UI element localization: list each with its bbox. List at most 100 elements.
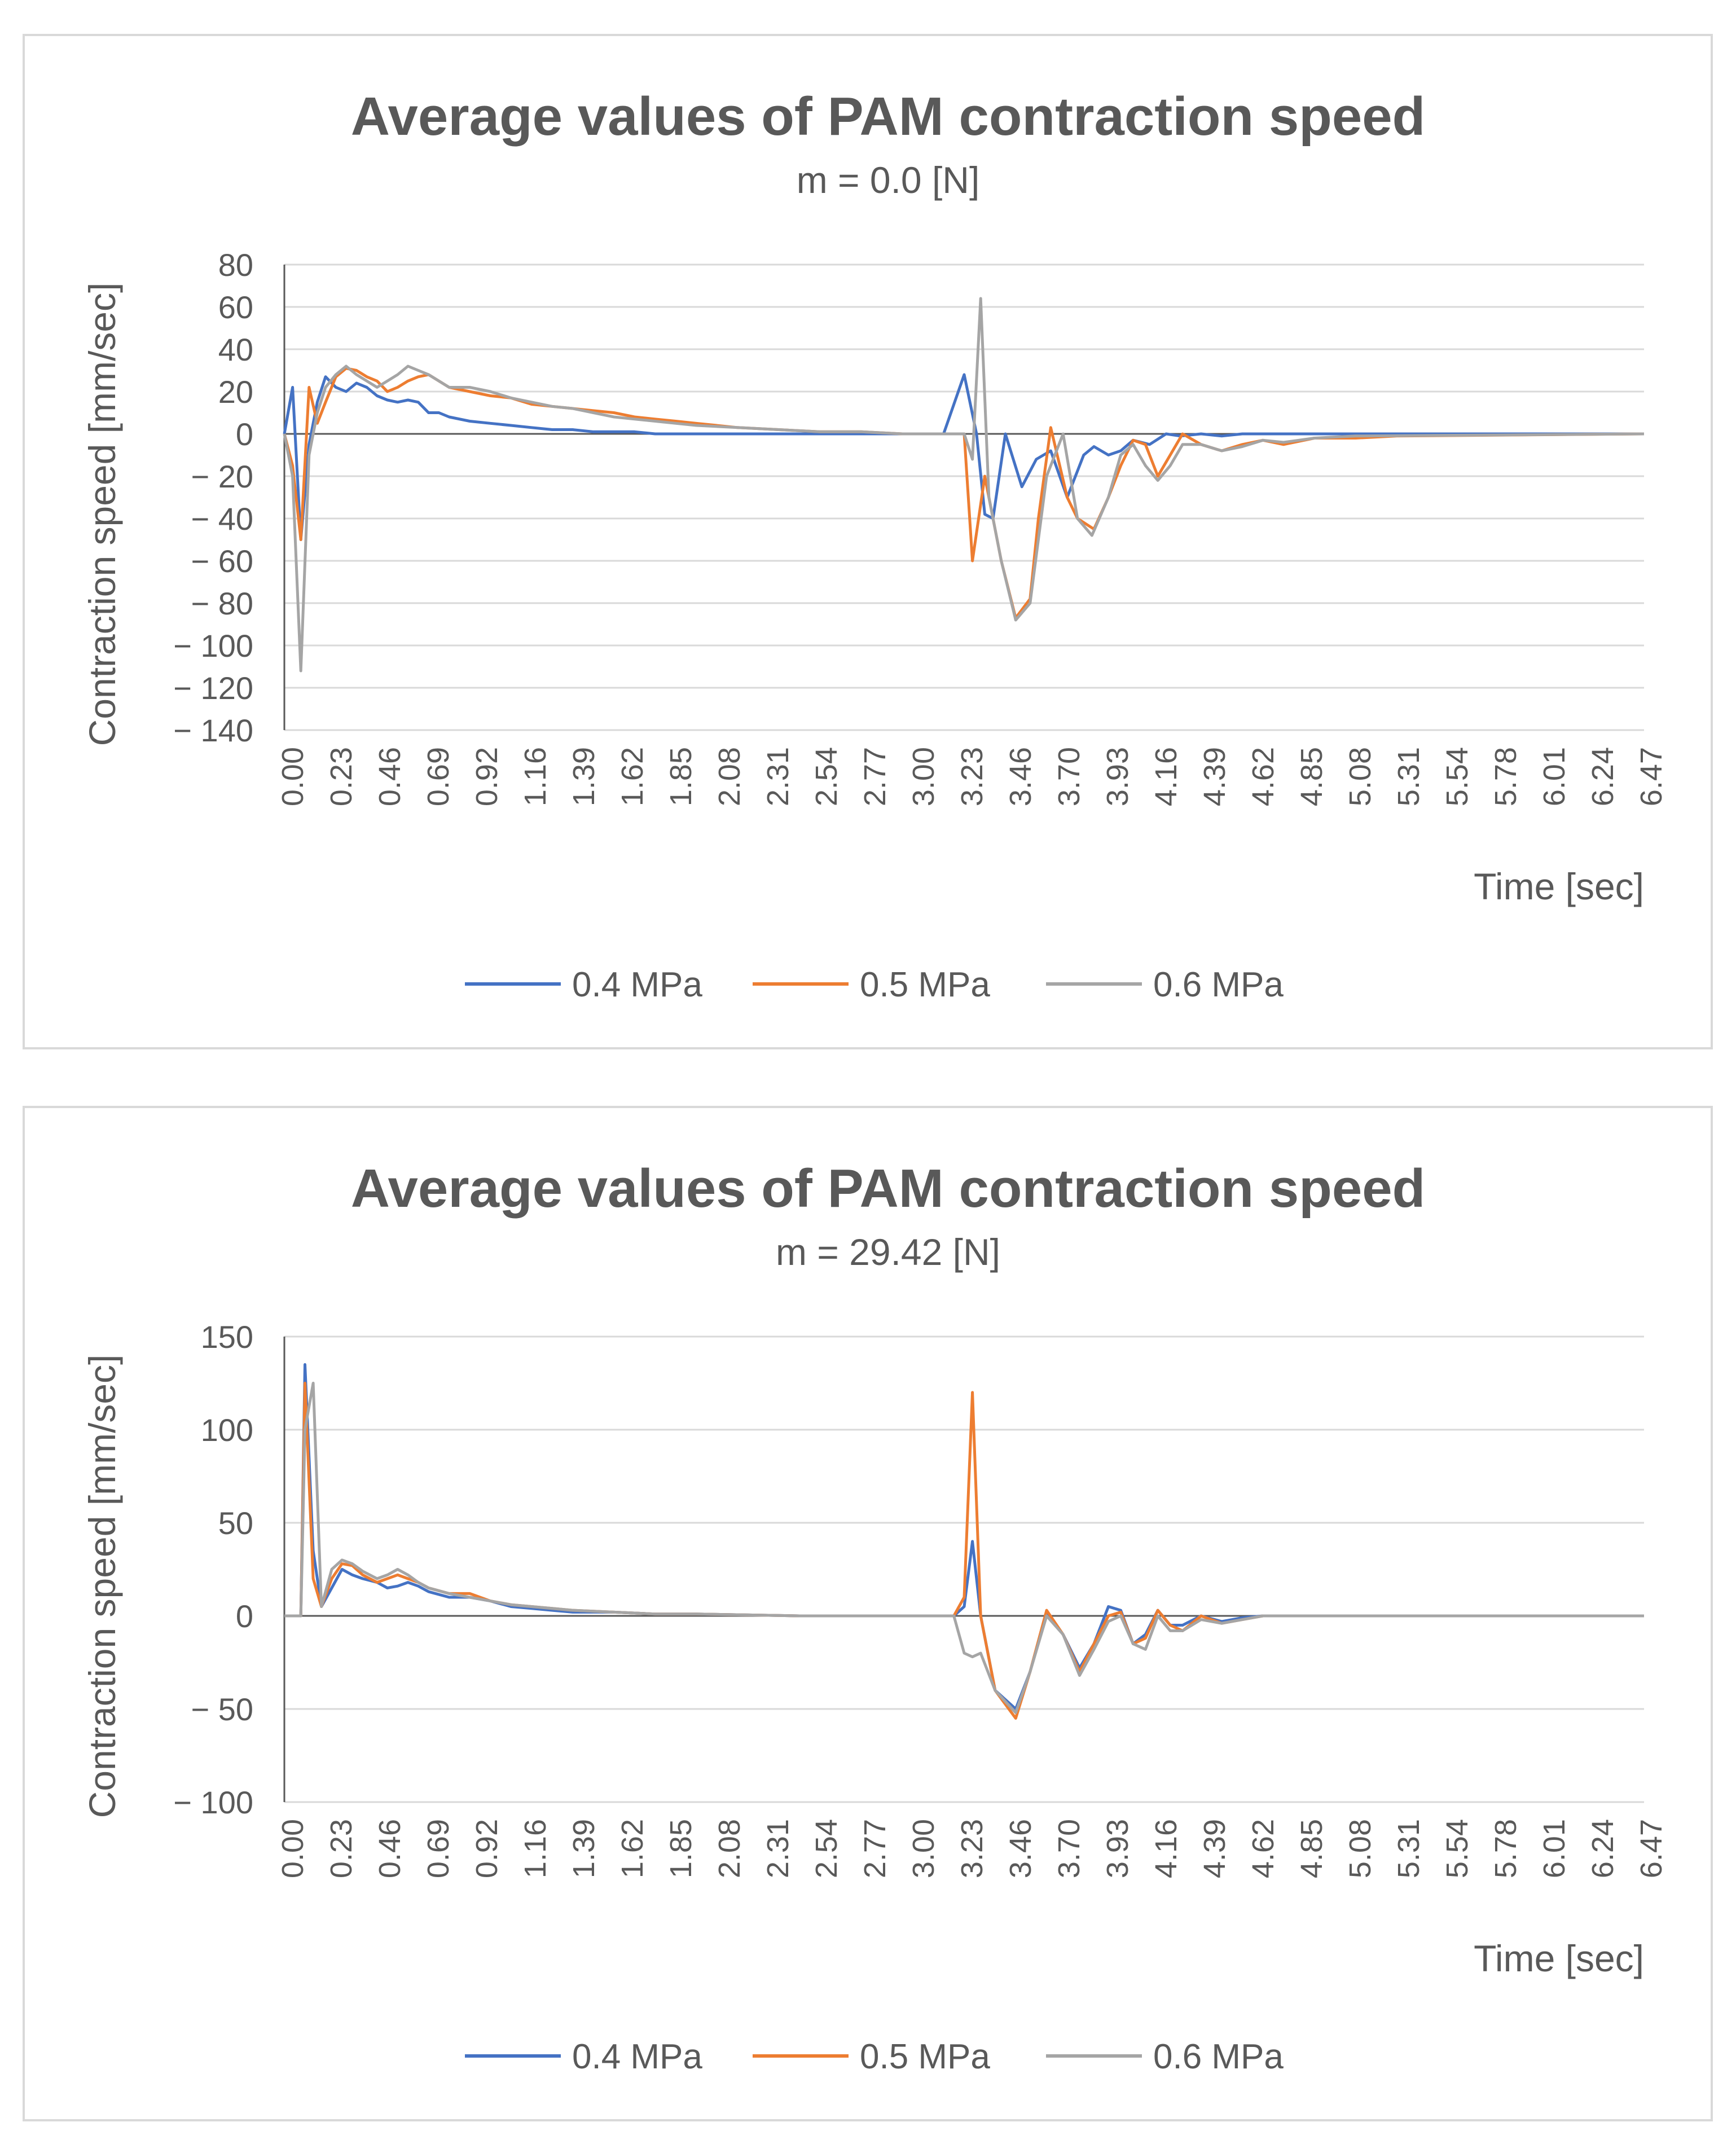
x-tick-group: 4.85 [1295,1819,1329,1878]
chart-panel-top: Average values of PAM contraction speed m… [23,34,1713,1049]
x-tick-group: 0.00 [276,747,310,806]
x-tick-group: 3.70 [1052,1819,1086,1878]
x-tick-group: 1.39 [567,1819,601,1878]
x-tick-label: 4.39 [1198,1819,1232,1878]
x-tick-group: 6.24 [1586,747,1620,806]
x-tick-group: 1.85 [664,747,698,806]
series-line-0-5-mpa [283,367,1645,619]
x-tick-label: 0.00 [276,747,310,806]
x-tick-label: 4.62 [1246,747,1280,806]
x-tick-label: 5.31 [1392,1819,1426,1878]
x-tick-group: 1.16 [518,747,552,806]
x-tick-group: 5.08 [1343,747,1377,806]
x-tick-group: 2.77 [858,1819,892,1878]
x-tick-label: 3.93 [1101,1819,1135,1878]
x-tick-label: 3.23 [955,747,989,806]
chart-svg-top: Average values of PAM contraction speed m… [81,86,1668,1004]
x-tick-label: 5.54 [1440,747,1474,806]
x-tick-label: 4.16 [1149,1819,1183,1878]
chart-subtitle: m = 0.0 [N] [797,159,980,201]
x-tick-label: 4.62 [1246,1819,1280,1878]
x-tick-label: 1.39 [567,1819,601,1878]
y-tick-label: − 100 [173,628,253,664]
x-tick-group: 2.54 [810,1819,843,1878]
y-tick-label: − 50 [191,1691,253,1727]
x-tick-label: 2.54 [810,1819,843,1878]
x-tick-label: 0.92 [470,1819,504,1878]
y-tick-label: − 60 [191,543,253,579]
x-tick-label: 3.00 [907,747,940,806]
y-tick-label: − 80 [191,586,253,621]
x-tick-label: 2.54 [810,747,843,806]
x-tick-group: 0.69 [421,1819,455,1878]
x-tick-label: 6.01 [1537,1819,1571,1878]
x-tick-label: 4.16 [1149,747,1183,806]
legend-label: 0.6 MPa [1153,965,1284,1004]
x-tick-group: 1.62 [616,1819,649,1878]
x-tick-label: 1.62 [616,1819,649,1878]
x-tick-label: 3.46 [1004,747,1038,806]
y-axis-label-group: Contraction speed [mm/sec] [81,1355,123,1818]
x-tick-group: 0.92 [470,1819,504,1878]
x-tick-label: 0.46 [373,1819,407,1878]
x-tick-group: 6.01 [1537,1819,1571,1878]
series-line-0-5-mpa [284,1382,1644,1720]
x-tick-label: 2.31 [761,1819,795,1878]
series-line-0-4-mpa [284,1363,1644,1711]
series-line-0-6-mpa [284,1382,1644,1715]
x-tick-group: 4.62 [1246,747,1280,806]
y-tick-label: − 140 [173,713,253,748]
y-tick-label: 100 [201,1412,253,1448]
x-tick-label: 1.39 [567,747,601,806]
y-tick-label: − 20 [191,459,253,494]
x-tick-group: 3.46 [1004,747,1038,806]
x-tick-label: 0.69 [421,1819,455,1878]
x-tick-group: 5.31 [1392,1819,1426,1878]
x-tick-group: 0.23 [324,1819,358,1878]
x-tick-label: 3.46 [1004,1819,1038,1878]
legend-label: 0.4 MPa [572,965,702,1004]
x-tick-group: 5.78 [1489,747,1523,806]
x-tick-label: 2.08 [713,747,746,806]
y-axis-label-group: Contraction speed [mm/sec] [81,283,123,746]
x-tick-group: 4.85 [1295,747,1329,806]
x-tick-label: 6.24 [1586,747,1620,806]
y-tick-label: 80 [218,247,253,283]
x-tick-group: 2.31 [761,1819,795,1878]
x-tick-label: 1.16 [518,747,552,806]
x-tick-label: 0.92 [470,747,504,806]
y-tick-label: − 40 [191,501,253,537]
x-axis-label: Time [sec] [1474,1937,1644,1979]
x-tick-group: 2.54 [810,747,843,806]
series-line-0-6-mpa [283,297,1645,673]
x-tick-group: 0.46 [373,1819,407,1878]
x-tick-group: 6.47 [1634,1819,1668,1878]
x-tick-group: 0.00 [276,1819,310,1878]
x-tick-label: 0.00 [276,1819,310,1878]
x-tick-group: 0.46 [373,747,407,806]
legend-label: 0.5 MPa [860,2037,990,2076]
x-tick-label: 2.31 [761,747,795,806]
x-tick-group: 3.46 [1004,1819,1038,1878]
x-tick-label: 1.16 [518,1819,552,1878]
x-tick-group: 6.47 [1634,747,1668,806]
x-tick-group: 3.23 [955,747,989,806]
x-tick-label: 5.78 [1489,747,1523,806]
x-tick-label: 2.77 [858,1819,892,1878]
x-tick-group: 5.31 [1392,747,1426,806]
x-tick-label: 6.47 [1634,747,1668,806]
x-tick-group: 2.08 [713,747,746,806]
x-tick-label: 0.23 [324,1819,358,1878]
x-tick-group: 0.69 [421,747,455,806]
y-axis-label: Contraction speed [mm/sec] [81,1355,123,1818]
x-tick-label: 6.24 [1586,1819,1620,1878]
x-tick-group: 6.24 [1586,1819,1620,1878]
x-tick-group: 2.08 [713,1819,746,1878]
y-tick-label: 150 [201,1319,253,1355]
x-tick-label: 3.93 [1101,747,1135,806]
x-tick-group: 4.39 [1198,747,1232,806]
x-tick-label: 0.69 [421,747,455,806]
x-tick-group: 3.93 [1101,747,1135,806]
y-tick-label: 0 [236,416,253,452]
x-axis-label: Time [sec] [1474,865,1644,907]
